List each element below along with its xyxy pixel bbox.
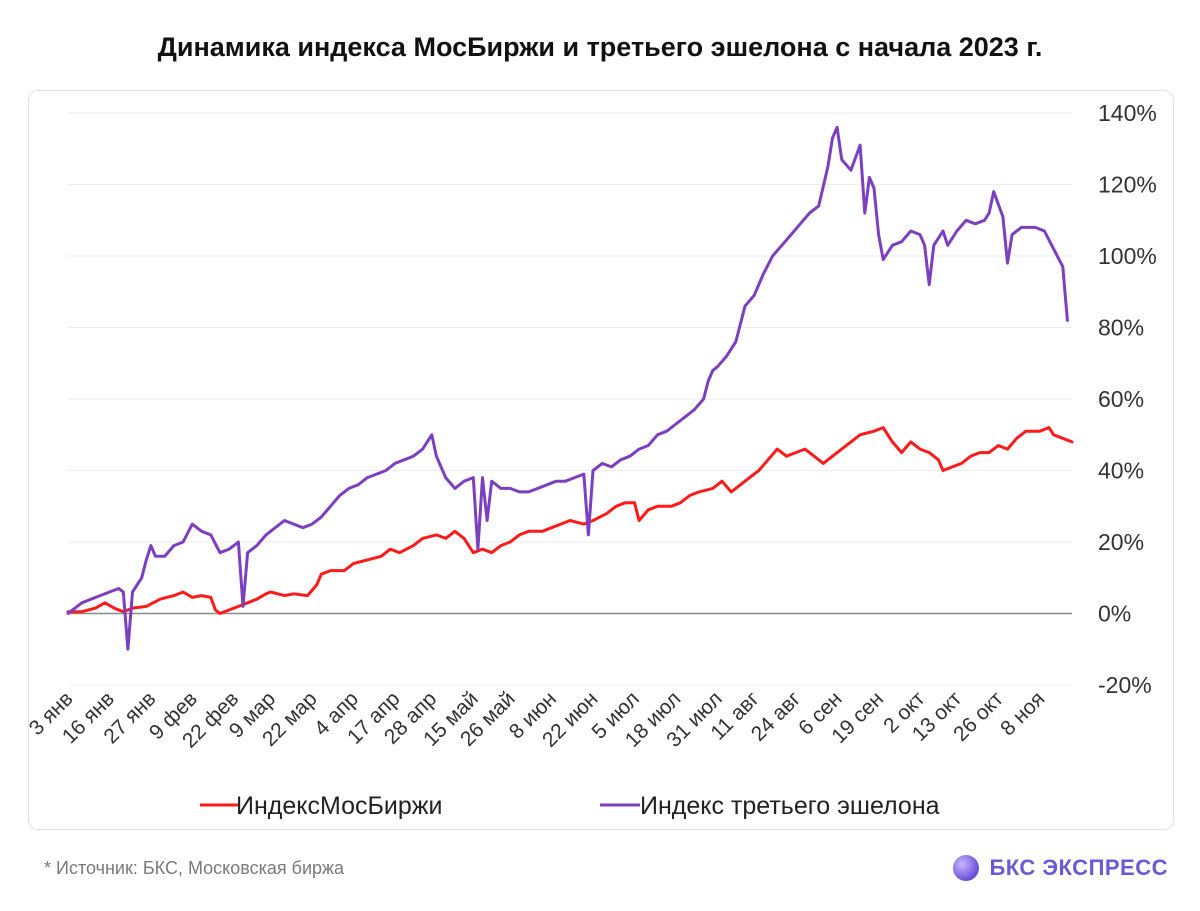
y-tick-label: 60% <box>1098 386 1144 412</box>
y-tick-label: 80% <box>1098 315 1144 341</box>
chart-title: Динамика индекса МосБиржи и третьего эше… <box>157 32 1043 62</box>
series-line-third-tier <box>66 125 1069 651</box>
chart-panel <box>28 90 1174 830</box>
y-tick-label: 40% <box>1098 458 1144 484</box>
y-tick-label: 100% <box>1098 243 1157 269</box>
brand-circle-icon <box>953 855 980 881</box>
x-tick-label: 8 ноя <box>996 687 1049 740</box>
brand-logo: БКС ЭКСПРЕСС <box>953 853 1168 883</box>
y-tick-label: 0% <box>1098 601 1131 627</box>
source-note: * Источник: БКС, Московская биржа <box>44 858 345 878</box>
y-axis-ticks: -20% 0% 20% 40% 60% 80% 100% 120% 140% <box>1098 100 1157 698</box>
y-tick-label: -20% <box>1098 672 1152 698</box>
legend-label-moex: ИндексМосБиржи <box>236 792 442 820</box>
brand-name: БКС ЭКСПРЕСС <box>989 855 1168 880</box>
y-tick-label: 120% <box>1098 172 1157 198</box>
series-lines <box>66 125 1074 651</box>
y-tick-label: 20% <box>1098 529 1144 555</box>
legend: ИндексМосБиржи Индекс третьего эшелона <box>200 792 940 820</box>
legend-label-third-tier: Индекс третьего эшелона <box>640 792 940 820</box>
series-line-moex <box>66 426 1074 615</box>
y-tick-label: 140% <box>1098 100 1157 126</box>
gridlines <box>68 112 1072 686</box>
